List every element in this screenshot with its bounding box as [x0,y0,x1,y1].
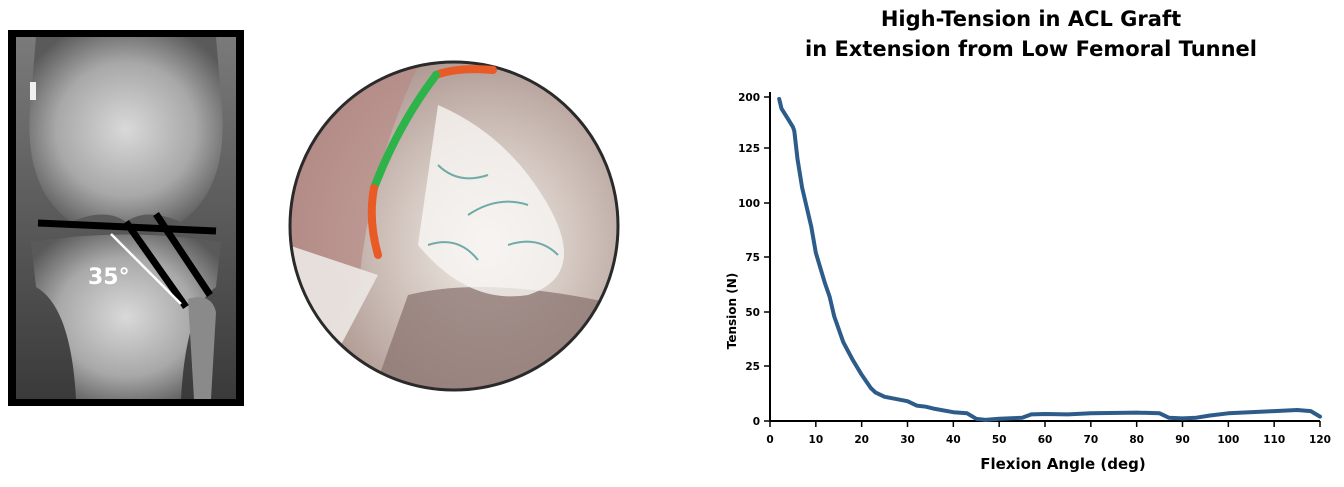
graft-highlight [418,105,564,297]
x-tick-label: 120 [1309,434,1331,446]
y-axis-ticks: 0 25 50 75 100 125 200 [738,92,770,428]
marker-orange-bottom [367,184,382,259]
x-axis-label: Flexion Angle (deg) [980,455,1146,473]
marker-green-arc [370,71,440,192]
femur-shape [29,37,223,222]
x-tick-label: 30 [900,434,915,446]
x-tick-label: 10 [809,434,824,446]
x-tick-label: 70 [1084,434,1099,446]
tension-series-line [777,97,1322,422]
tunnel-line-1 [123,219,189,310]
y-tick-label: 100 [738,198,760,210]
tension-chart: High-Tension in ACL Graft in Extension f… [725,7,1331,473]
tunnel-line-2 [153,212,213,297]
x-tick-label: 90 [1175,434,1190,446]
y-tick-label: 75 [745,252,760,264]
y-tick-label: 200 [738,92,760,104]
y-tick-label: 50 [745,307,760,319]
y-tick-label: 0 [753,416,760,428]
lower-tissue [368,287,618,390]
chart-axes [769,92,1320,422]
knee-xray-image: 35° [8,30,244,406]
x-axis-ticks: 0 10 20 30 40 50 60 70 80 90 100 110 120 [766,421,1331,446]
x-tick-label: 0 [766,434,773,446]
angle-guide-line [110,233,182,305]
suture-strands [427,164,559,261]
fibula-shape [188,297,216,399]
staple-mark [30,82,36,100]
x-tick-label: 40 [946,434,961,446]
y-tick-label: 25 [745,361,760,373]
x-tick-label: 80 [1129,434,1144,446]
scope-border [288,60,620,392]
x-tick-label: 50 [992,434,1007,446]
y-axis-label: Tension (N) [725,273,739,350]
x-tick-label: 20 [854,434,869,446]
angle-label: 35° [88,265,130,290]
arthroscopy-image [288,60,620,392]
x-tick-label: 60 [1038,434,1053,446]
marker-orange-top [432,65,497,79]
tibia-shape [31,234,221,399]
x-tick-label: 100 [1217,434,1239,446]
y-tick-label: 125 [738,143,760,155]
chart-title-line-2: in Extension from Low Femoral Tunnel [805,37,1257,61]
xray-drawing: 35° [16,37,236,399]
chart-title-line-1: High-Tension in ACL Graft [881,7,1181,31]
x-tick-label: 110 [1263,434,1285,446]
